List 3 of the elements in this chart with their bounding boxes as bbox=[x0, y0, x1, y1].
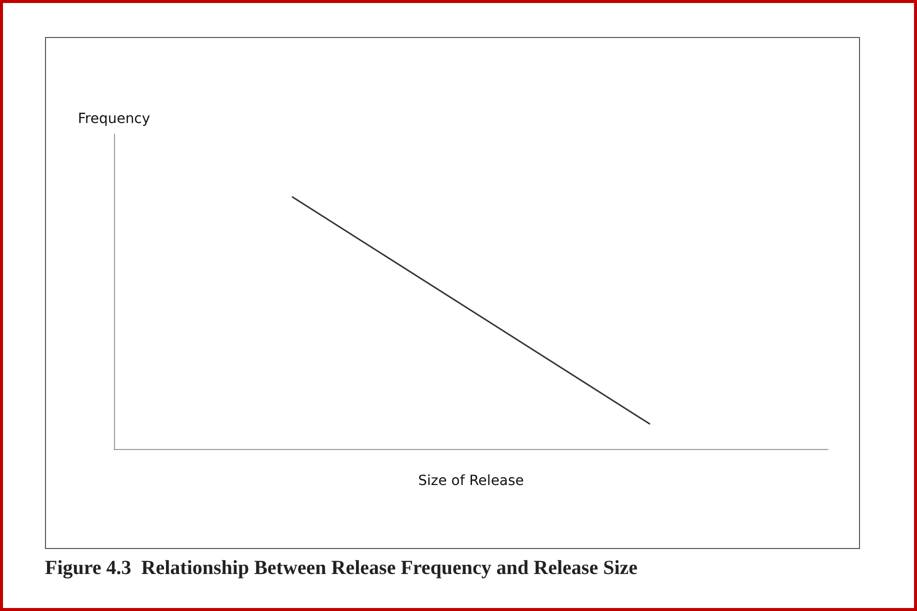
caption: Figure 4.3 Relationship Between Release Frequency and Release Size bbox=[45, 557, 638, 580]
x-axis-title: Size of Release bbox=[418, 473, 524, 489]
y-axis-title: Frequency bbox=[78, 111, 150, 127]
